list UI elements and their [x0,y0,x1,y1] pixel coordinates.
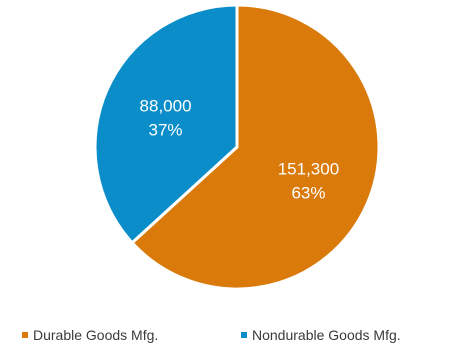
legend-swatch-nondurable-goods [241,332,247,338]
legend: Durable Goods Mfg. Nondurable Goods Mfg. [0,327,457,357]
pie-slice-nondurable-goods [93,3,239,245]
pie-chart: 151,300 63% 88,000 37% [93,3,381,291]
legend-swatch-durable-goods [22,332,28,338]
pie-slice-durable-goods [130,3,381,291]
slice-value-label-durable-goods: 151,300 [278,160,339,179]
legend-item-durable-goods: Durable Goods Mfg. [22,327,158,343]
slice-percent-label-durable-goods: 63% [291,184,325,203]
legend-label-durable-goods: Durable Goods Mfg. [33,327,159,343]
legend-item-nondurable-goods: Nondurable Goods Mfg. [241,327,401,343]
slice-value-label-nondurable-goods: 88,000 [140,96,192,115]
slice-percent-label-nondurable-goods: 37% [149,120,183,139]
legend-label-nondurable-goods: Nondurable Goods Mfg. [252,327,401,343]
